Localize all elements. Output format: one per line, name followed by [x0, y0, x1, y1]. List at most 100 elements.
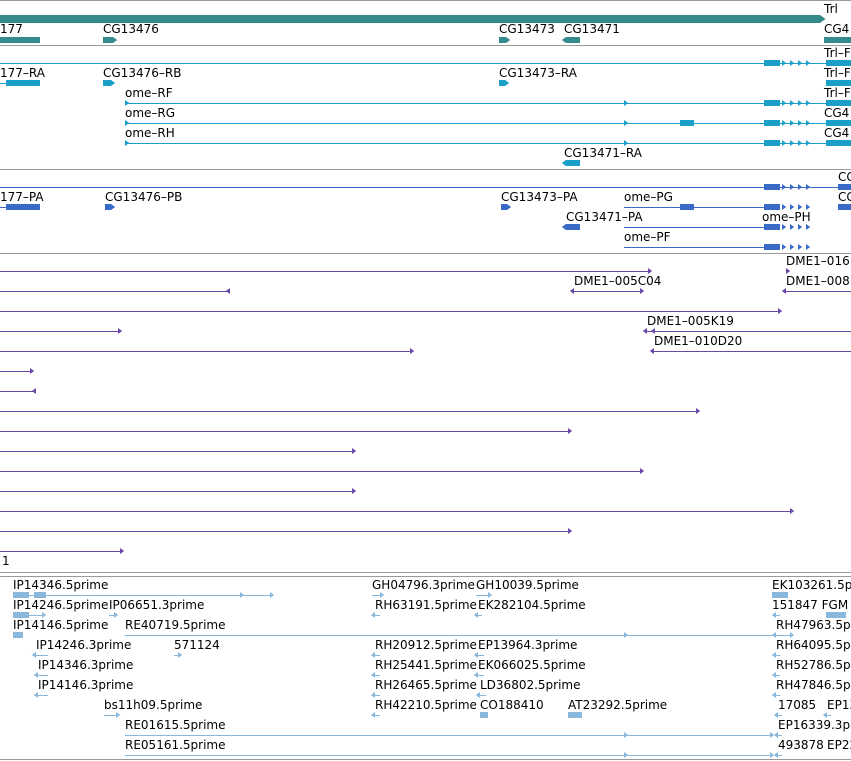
ests-label[interactable]: IP14246.3prime [36, 638, 132, 652]
est-arrow [624, 632, 629, 638]
ests-label[interactable]: GH10039.5prime [476, 578, 579, 592]
ests-label[interactable]: RH47963.5p [776, 618, 851, 632]
transcripts-label[interactable]: CG13471–RA [564, 146, 642, 160]
ests-label[interactable]: 17085 [778, 698, 817, 712]
ests-label[interactable]: RH52786.5p [776, 658, 851, 672]
proteins-label[interactable]: CG [838, 190, 851, 204]
ests-label[interactable]: RH20912.5prime [375, 638, 477, 652]
ests-label[interactable]: IP14146.3prime [38, 678, 134, 692]
clones-label[interactable]: DME1–016 [786, 254, 850, 268]
genes-label[interactable]: 177 [0, 22, 23, 36]
ests-label[interactable]: EK103261.5p [772, 578, 851, 592]
strand-arrow [561, 224, 566, 230]
est-arrow [771, 612, 776, 618]
clones-label[interactable]: DME1–005C04 [574, 274, 662, 288]
proteins-label[interactable]: ome–PF [624, 230, 671, 244]
est-arrow [240, 592, 245, 598]
ests-label[interactable]: bs11h09.5prime [104, 698, 203, 712]
clones-label[interactable]: DME1–010D20 [654, 334, 743, 348]
ests-label[interactable]: IP14346.3prime [38, 658, 134, 672]
est-arrow [770, 752, 775, 758]
exon-chevron [790, 100, 795, 106]
transcripts-label[interactable]: CG4 [824, 106, 850, 120]
transcripts-label[interactable]: Trl–F [824, 66, 851, 80]
proteins-label[interactable]: CG13471–PA [566, 210, 643, 224]
strand-arrow [125, 120, 130, 126]
ests-label[interactable]: RE40719.5prime [125, 618, 226, 632]
clone-end-arrow [352, 448, 357, 454]
ests-label[interactable]: GH04796.3prime [372, 578, 475, 592]
clone-end-arrow [410, 348, 415, 354]
ests-label[interactable]: RH42210.5prime [375, 698, 477, 712]
ests-label[interactable]: IP06651.3prime [109, 598, 205, 612]
transcripts-label[interactable]: ome–RH [125, 126, 175, 140]
ests-label[interactable]: 571124 [174, 638, 220, 652]
proteins-label[interactable]: CG [838, 170, 851, 184]
est-arrow [473, 672, 478, 678]
transcripts-label[interactable]: CG4 [824, 126, 850, 140]
transcripts-label[interactable]: CG13476–RB [103, 66, 182, 80]
strand-arrow [111, 80, 116, 86]
ests-label[interactable]: IP14146.5prime [13, 618, 109, 632]
ests-label[interactable]: LD36802.5prime [480, 678, 581, 692]
genes-label[interactable]: CG4 [824, 22, 850, 36]
transcripts-label[interactable]: ome–RF [125, 86, 173, 100]
ests-label[interactable]: EP22 [827, 738, 851, 752]
exon-chevron [790, 120, 795, 126]
exon-chevron [798, 224, 803, 230]
ests-label[interactable]: RE05161.5prime [125, 738, 226, 752]
est-block [13, 592, 29, 598]
proteins-label[interactable]: CG13476–PB [105, 190, 183, 204]
protein-exon [566, 224, 580, 230]
exon-chevron [782, 120, 787, 126]
genes-label[interactable]: CG13476 [103, 22, 159, 36]
ests-label[interactable]: RE01615.5prime [125, 718, 226, 732]
est-arrow [822, 712, 827, 718]
clones-label[interactable]: DME1–005K19 [647, 314, 734, 328]
genes-label[interactable]: Trl [824, 2, 838, 16]
proteins-label[interactable]: CG13473–PA [501, 190, 578, 204]
ests-label[interactable]: AT23292.5prime [568, 698, 668, 712]
exon-chevron [782, 60, 787, 66]
genes-label[interactable]: CG13473 [499, 22, 555, 36]
ests-label[interactable]: EK066025.5prime [478, 658, 586, 672]
ests-label[interactable]: 493878 [778, 738, 824, 752]
transcripts-label[interactable]: Trl–F [824, 86, 851, 100]
transcripts-label[interactable]: Trl–F [824, 46, 851, 60]
clones-label[interactable]: 1 [2, 554, 10, 568]
ests-label[interactable]: CO188410 [480, 698, 544, 712]
ests-label[interactable]: EP16339.3p [778, 718, 851, 732]
est-arrow [773, 712, 778, 718]
clone-end-arrow [781, 288, 786, 294]
proteins-label[interactable]: ome–PG [624, 190, 673, 204]
ests-label[interactable]: EP13964.3prime [478, 638, 578, 652]
gene-model [103, 37, 113, 43]
ests-label[interactable]: EP13 [827, 698, 851, 712]
ests-label[interactable]: RH63191.5prime [375, 598, 477, 612]
ests-label[interactable]: RH25441.5prime [375, 658, 477, 672]
ests-label[interactable]: IP14246.5prime [13, 598, 109, 612]
clone-end-arrow [118, 328, 123, 334]
strand-arrow [505, 80, 510, 86]
clone-end-arrow [31, 388, 36, 394]
ests-label[interactable]: RH64095.5p [776, 638, 851, 652]
proteins-label[interactable]: 177–PA [0, 190, 44, 204]
clone-end-arrow [225, 288, 230, 294]
transcripts-label[interactable]: ome–RG [125, 106, 176, 120]
ests-label[interactable]: RH47846.5p [776, 678, 851, 692]
est-block [480, 712, 488, 718]
strand-arrow [125, 100, 130, 106]
proteins-label[interactable]: ome–PH [762, 210, 811, 224]
gene-model [499, 37, 506, 43]
ests-label[interactable]: EK282104.5prime [478, 598, 586, 612]
clones-label[interactable]: DME1–008 [786, 274, 850, 288]
ests-label[interactable]: RH26465.5prime [375, 678, 477, 692]
transcripts-label[interactable]: CG13473–RA [499, 66, 577, 80]
gene-strand-arrow [820, 15, 826, 23]
genes-label[interactable]: CG13471 [564, 22, 620, 36]
ests-label[interactable]: IP14346.5prime [13, 578, 109, 592]
ests-label[interactable]: 151847 FGM [772, 598, 849, 612]
est-block [772, 592, 788, 598]
transcripts-label[interactable]: 177–RA [0, 66, 45, 80]
